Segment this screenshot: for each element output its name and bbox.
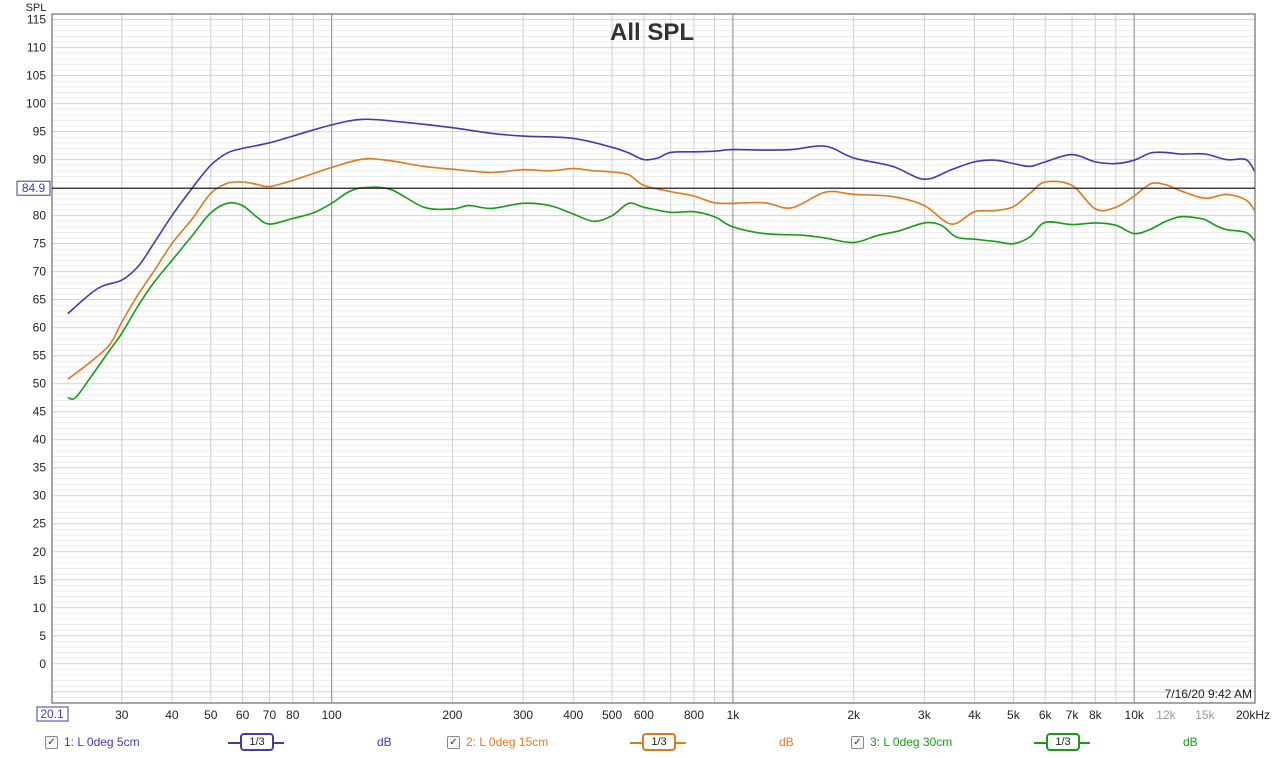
y-tick-label: 60 xyxy=(33,321,47,335)
y-tick-label: 5 xyxy=(39,629,46,643)
x-tick-label: 100 xyxy=(322,708,342,722)
series-line-2 xyxy=(67,157,1256,380)
timestamp: 7/16/20 9:42 AM xyxy=(1165,687,1252,701)
x-tick-label: 8k xyxy=(1089,708,1103,722)
x-tick-label: 7k xyxy=(1066,708,1080,722)
legend-label: 1: L 0deg 5cm xyxy=(64,735,140,749)
legend-item-2[interactable]: ✓ 2: L 0deg 15cm xyxy=(447,732,548,752)
y-tick-label: 25 xyxy=(33,517,47,531)
x-tick-label: 3k xyxy=(918,708,932,722)
x-start-box xyxy=(36,706,69,722)
x-tick-label: 15k xyxy=(1195,708,1215,722)
y-tick-label: 100 xyxy=(26,97,46,111)
y-tick-label: 15 xyxy=(33,573,47,587)
y-tick-label: 55 xyxy=(33,349,47,363)
smoothing-selector[interactable]: 1/3 xyxy=(228,733,286,751)
y-tick-label: 95 xyxy=(33,125,47,139)
series-line-1 xyxy=(67,118,1256,315)
x-tick-label: 60 xyxy=(236,708,250,722)
smoothing-value: 1/3 xyxy=(642,733,676,751)
x-tick-label: 500 xyxy=(602,708,622,722)
x-tick-label: 70 xyxy=(263,708,277,722)
smoothing-value: 1/3 xyxy=(1046,733,1080,751)
cursor-value: 84.9 xyxy=(22,181,46,195)
y-tick-label: 75 xyxy=(33,237,47,251)
plot-frame xyxy=(51,13,1256,704)
y-tick-label: 50 xyxy=(33,377,47,391)
y-axis-label: SPL xyxy=(26,2,47,14)
legend-unit: dB xyxy=(377,735,392,749)
x-tick-label: 200 xyxy=(442,708,462,722)
x-tick-label: 2k xyxy=(847,708,861,722)
smoothing-value: 1/3 xyxy=(240,733,274,751)
legend-checkbox[interactable]: ✓ xyxy=(447,735,460,749)
legend-unit: dB xyxy=(779,735,794,749)
grid xyxy=(52,13,1256,704)
legend-label: 2: L 0deg 15cm xyxy=(466,735,549,749)
axes: 1151101051009590858075706560555045403530… xyxy=(16,13,1270,722)
legend-label: 3: L 0deg 30cm xyxy=(870,735,953,749)
y-tick-label: 105 xyxy=(26,69,46,83)
y-tick-label: 70 xyxy=(33,265,47,279)
series-layer xyxy=(67,118,1256,400)
x-tick-label: 20kHz xyxy=(1236,708,1270,722)
x-tick-label: 300 xyxy=(513,708,533,722)
cursor-box xyxy=(16,180,51,196)
x-tick-label: 6k xyxy=(1039,708,1053,722)
legend-item-3[interactable]: ✓ 3: L 0deg 30cm xyxy=(851,732,952,752)
y-tick-label: 115 xyxy=(27,13,46,27)
x-tick-label: 4k xyxy=(968,708,982,722)
y-tick-label: 45 xyxy=(33,405,47,419)
x-tick-label: 1k xyxy=(727,708,741,722)
smoothing-selector[interactable]: 1/3 xyxy=(630,733,688,751)
y-tick-label: 65 xyxy=(33,293,47,307)
series-line-3 xyxy=(67,186,1256,400)
x-tick-label: 12k xyxy=(1156,708,1176,722)
legend-unit: dB xyxy=(1183,735,1198,749)
y-tick-label: 0 xyxy=(39,657,46,671)
chart-title: All SPL xyxy=(610,19,694,46)
x-tick-label: 600 xyxy=(634,708,654,722)
y-tick-label: 20 xyxy=(33,545,47,559)
x-tick-label: 10k xyxy=(1125,708,1145,722)
plot-area xyxy=(52,14,1255,703)
y-tick-label: 35 xyxy=(33,461,47,475)
x-start-label: 20.1 xyxy=(40,707,64,721)
legend-item-1[interactable]: ✓ 1: L 0deg 5cm xyxy=(45,732,140,752)
x-tick-label: 30 xyxy=(115,708,129,722)
x-tick-label: 80 xyxy=(286,708,300,722)
y-tick-label: 40 xyxy=(33,433,47,447)
y-tick-label: 110 xyxy=(27,41,46,55)
legend-checkbox[interactable]: ✓ xyxy=(45,735,58,749)
y-tick-label: 10 xyxy=(33,601,47,615)
y-tick-label: 80 xyxy=(33,209,47,223)
legend-checkbox[interactable]: ✓ xyxy=(851,735,864,749)
x-tick-label: 400 xyxy=(563,708,583,722)
x-tick-label: 5k xyxy=(1007,708,1021,722)
x-tick-label: 800 xyxy=(684,708,704,722)
x-tick-label: 40 xyxy=(165,708,179,722)
smoothing-selector[interactable]: 1/3 xyxy=(1034,733,1092,751)
y-tick-label: 90 xyxy=(33,153,47,167)
x-tick-label: 50 xyxy=(204,708,218,722)
y-tick-label: 30 xyxy=(33,489,47,503)
